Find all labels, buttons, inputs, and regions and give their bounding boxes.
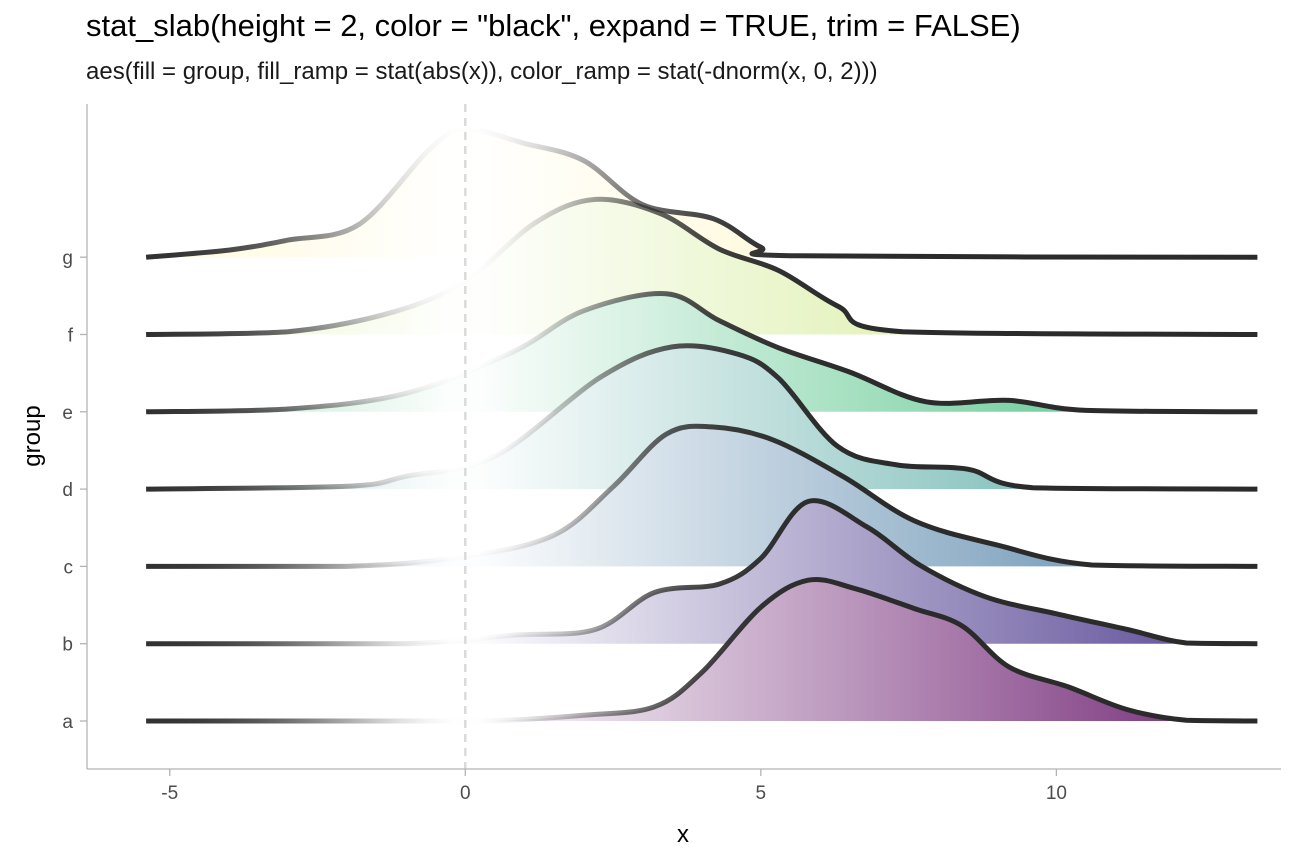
y-tick-label: c	[64, 557, 74, 578]
y-tick-label: g	[62, 248, 73, 269]
slab-group-c	[146, 423, 1258, 569]
slab-outline-a	[146, 576, 1258, 724]
slab-group-b	[146, 498, 1258, 647]
slab-fill-b	[146, 500, 1258, 644]
slab-group-d	[146, 343, 1258, 492]
slab-group-a	[146, 576, 1258, 724]
x-axis-ticks: -5 0 5 10	[161, 769, 1067, 804]
x-tick-label: 5	[756, 783, 767, 804]
y-tick-label: d	[62, 480, 73, 501]
y-tick-label: f	[68, 326, 74, 347]
chart-title: stat_slab(height = 2, color = "black", e…	[86, 8, 1021, 43]
slab-group-f	[146, 196, 1258, 337]
slab-group-g	[145, 126, 1258, 260]
slab-outline-c	[146, 423, 1258, 569]
slab-outline-g	[145, 126, 1258, 260]
slab-fill-f	[146, 199, 1258, 335]
y-tick-label: b	[62, 635, 73, 656]
slab-fill-d	[146, 345, 1258, 490]
slab-outline-f	[146, 196, 1258, 337]
x-tick-label: -5	[161, 783, 178, 804]
slab-layer	[145, 126, 1258, 724]
y-tick-label: e	[62, 403, 73, 424]
slab-outline-b	[146, 498, 1258, 647]
slab-fill-a	[146, 579, 1258, 721]
slab-outline-e	[146, 291, 1258, 415]
x-tick-label: 10	[1046, 783, 1067, 804]
y-axis-ticks: a b c d e f g	[62, 248, 87, 733]
y-tick-label: a	[62, 712, 73, 733]
x-tick-label: 0	[460, 783, 471, 804]
x-axis-title: x	[677, 821, 689, 848]
slab-fill-c	[146, 426, 1258, 567]
slab-fill-g	[146, 129, 1258, 258]
chart-subtitle: aes(fill = group, fill_ramp = stat(abs(x…	[86, 58, 878, 85]
y-axis-title: group	[19, 405, 46, 466]
slab-outline-d	[146, 343, 1258, 492]
